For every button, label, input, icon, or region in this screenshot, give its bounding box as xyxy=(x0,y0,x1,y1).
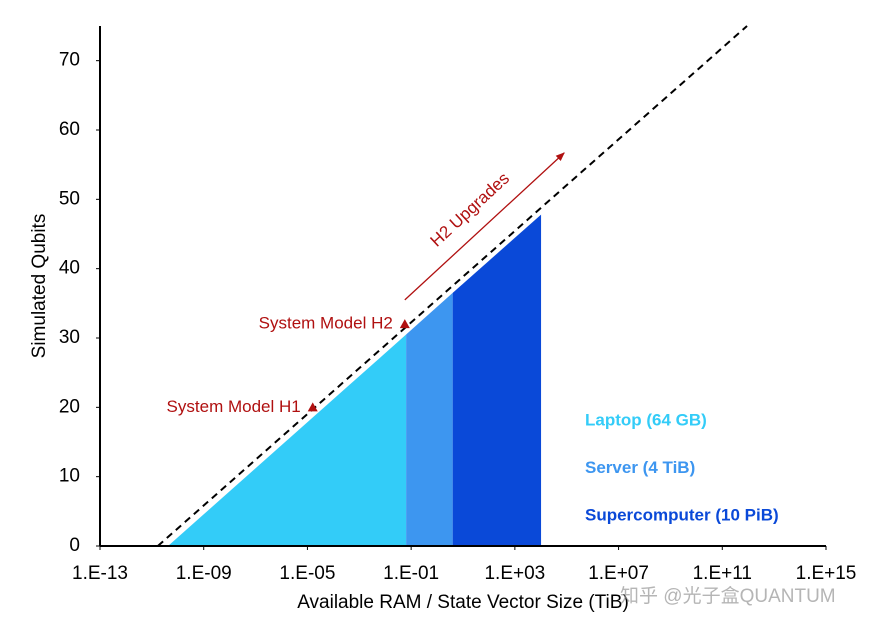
annotation-marker xyxy=(399,319,410,329)
x-tick-label: 1.E+03 xyxy=(484,563,545,584)
y-tick-label: 20 xyxy=(59,396,80,417)
watermark: 知乎 @光子盒QUANTUM xyxy=(620,585,836,607)
x-tick-label: 1.E+15 xyxy=(796,563,857,584)
reference-line xyxy=(157,25,748,547)
area xyxy=(406,292,453,546)
arrow-label: H2 Upgrades xyxy=(427,169,514,251)
x-axis-title: Available RAM / State Vector Size (TiB) xyxy=(297,592,629,613)
annotation-label: System Model H1 xyxy=(167,397,301,416)
y-tick-label: 70 xyxy=(59,50,80,71)
x-tick-label: 1.E-13 xyxy=(72,563,128,584)
annotation-marker xyxy=(307,402,318,412)
y-tick-label: 60 xyxy=(59,119,80,140)
legend-label: Laptop (64 GB) xyxy=(585,410,707,429)
annotation-label: System Model H2 xyxy=(259,314,393,333)
area xyxy=(168,334,407,546)
x-tick-label: 1.E-01 xyxy=(383,563,439,584)
arrow xyxy=(404,152,565,301)
y-tick-label: 10 xyxy=(59,466,80,487)
y-tick-label: 30 xyxy=(59,327,80,348)
y-axis-title: Simulated Qubits xyxy=(29,214,50,359)
x-tick-label: 1.E-05 xyxy=(279,563,335,584)
x-tick-label: 1.E-09 xyxy=(176,563,232,584)
y-tick-label: 0 xyxy=(69,535,80,556)
y-tick-label: 40 xyxy=(59,258,80,279)
area xyxy=(452,214,542,546)
x-tick-label: 1.E+11 xyxy=(693,563,752,584)
legend-label: Server (4 TiB) xyxy=(585,458,695,477)
legend-label: Supercomputer (10 PiB) xyxy=(585,505,779,524)
y-tick-label: 50 xyxy=(59,188,80,209)
x-tick-label: 1.E+07 xyxy=(588,563,649,584)
